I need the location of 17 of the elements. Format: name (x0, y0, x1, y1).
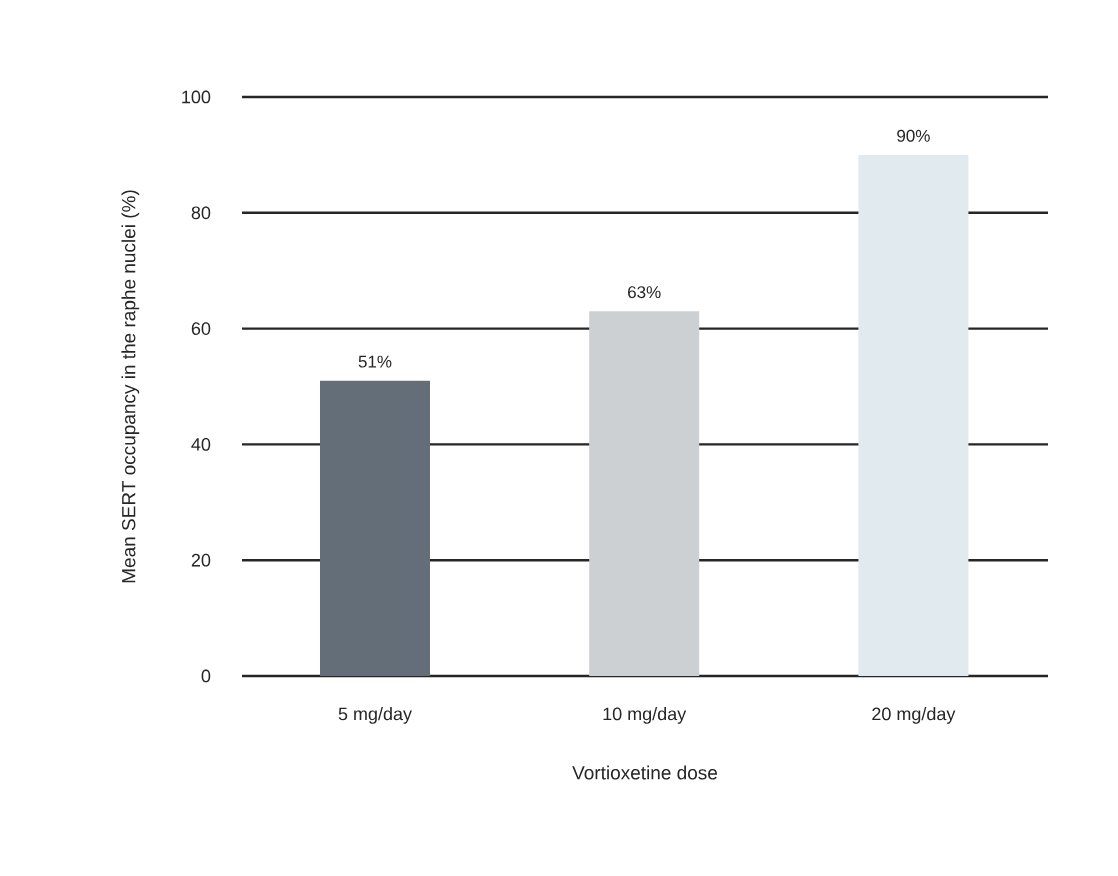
data-label: 90% (897, 129, 930, 142)
bar (858, 154, 969, 676)
y-tick-label: 80 (191, 206, 211, 220)
y-tick-label: 60 (191, 322, 211, 335)
y-tick-label: 0 (201, 669, 211, 683)
bar (320, 380, 430, 676)
x-tick-label: 5 mg/day (338, 707, 412, 724)
y-axis-title: Mean SERT occupancy in the raphe nuclei (%) (121, 190, 140, 583)
y-tick-label: 100 (182, 90, 211, 104)
x-tick-label: 10 mg/day (603, 707, 687, 724)
bar (589, 311, 700, 676)
y-tick-label: 40 (191, 438, 211, 451)
x-tick-label: 20 mg/day (872, 707, 956, 724)
y-tick-label: 20 (191, 553, 211, 567)
x-axis-title: Vortioxetine dose (572, 765, 718, 780)
data-label: 63% (628, 286, 661, 299)
data-label: 51% (358, 355, 392, 368)
